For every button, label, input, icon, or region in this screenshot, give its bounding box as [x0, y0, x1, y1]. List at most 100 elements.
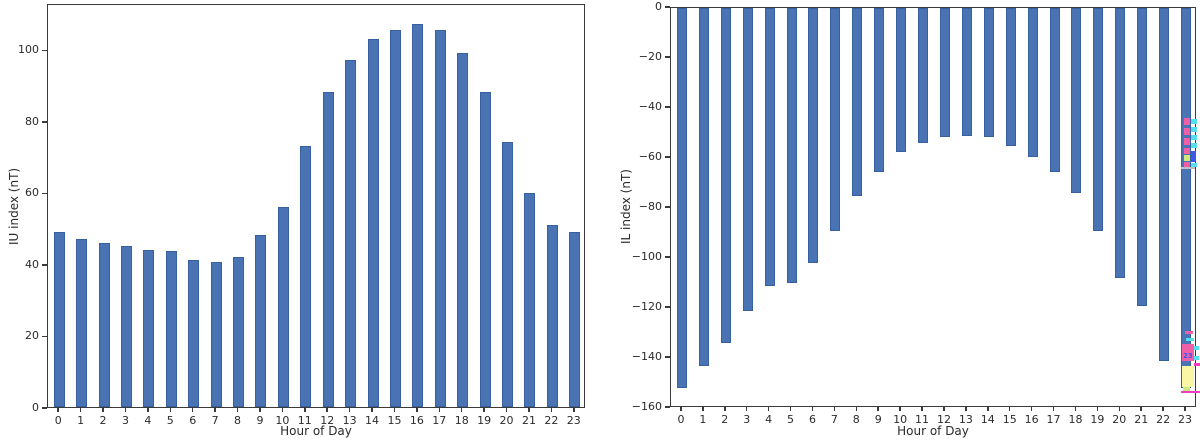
- y-tick-mark: [42, 407, 47, 409]
- bar-hour-6: [808, 8, 819, 263]
- render-artifact: [1184, 148, 1190, 154]
- x-tick-mark: [102, 408, 104, 412]
- bar-hour-7: [210, 262, 222, 407]
- y-tick-mark: [665, 406, 670, 408]
- render-artifact: [1184, 118, 1190, 125]
- bar-hour-12: [322, 92, 334, 407]
- y-tick-mark: [42, 192, 47, 195]
- y-tick-label: 0: [655, 0, 662, 13]
- y-tick-label: 100: [18, 43, 39, 57]
- y-tick-mark: [42, 49, 47, 52]
- bar-hour-19: [1093, 8, 1104, 231]
- bar-hour-12: [939, 8, 950, 137]
- x-tick-label: 8: [852, 413, 860, 426]
- bar-hour-19: [479, 92, 491, 407]
- bar-hour-20: [1115, 8, 1126, 278]
- bar-hour-0: [53, 231, 65, 407]
- x-tick-label: 21: [521, 414, 536, 427]
- x-tick-mark: [965, 407, 967, 411]
- bar-hour-5: [165, 251, 177, 407]
- x-tick-mark: [214, 408, 216, 412]
- render-artifact: [1183, 387, 1190, 391]
- x-tick-mark: [1118, 407, 1121, 411]
- bar-hour-10: [896, 8, 907, 152]
- bar-hour-17: [434, 29, 446, 407]
- bar-hour-17: [1049, 8, 1060, 172]
- x-tick-mark: [371, 408, 373, 412]
- render-artifact: [1182, 344, 1194, 361]
- x-tick-label: 10: [275, 414, 290, 427]
- bar-hour-9: [874, 8, 885, 172]
- x-tick-mark: [789, 407, 792, 411]
- render-artifact: [1194, 363, 1200, 366]
- y-tick-label: 60: [25, 186, 39, 200]
- x-tick-label: 14: [365, 414, 380, 427]
- bar-hour-1: [698, 8, 709, 366]
- bar-hour-13: [345, 60, 357, 407]
- x-tick-mark: [680, 407, 682, 411]
- render-artifact: [1181, 167, 1195, 169]
- y-tick-mark: [665, 306, 670, 308]
- bar-hour-16: [1027, 8, 1038, 157]
- y-tick-label: 0: [32, 401, 39, 414]
- render-artifact: [1182, 366, 1194, 387]
- iu-plot-area: [47, 4, 585, 408]
- x-tick-label: 11: [297, 414, 312, 427]
- bar-hour-23: [569, 231, 581, 407]
- render-artifact: [1194, 356, 1199, 360]
- bar-hour-3: [120, 246, 132, 407]
- render-artifact-text: 23: [1183, 352, 1193, 360]
- x-tick-mark: [438, 408, 441, 412]
- x-tick-mark: [877, 407, 879, 411]
- x-tick-label: 22: [1156, 413, 1171, 426]
- x-tick-label: 19: [477, 414, 492, 427]
- bar-hour-2: [98, 242, 110, 407]
- x-tick-mark: [1140, 407, 1142, 411]
- bar-hour-18: [1071, 8, 1082, 193]
- x-tick-label: 19: [1090, 413, 1105, 426]
- bar-hour-4: [143, 249, 155, 407]
- render-artifact: [1194, 346, 1199, 350]
- x-tick-mark: [348, 408, 351, 412]
- x-tick-mark: [483, 408, 485, 412]
- bar-hour-9: [255, 235, 267, 407]
- y-tick-label: −100: [631, 250, 662, 263]
- x-tick-mark: [550, 408, 553, 412]
- x-tick-label: 16: [409, 414, 424, 427]
- y-tick-label: −160: [631, 400, 662, 413]
- x-tick-label: 22: [544, 414, 559, 427]
- x-tick-mark: [855, 407, 858, 411]
- x-tick-mark: [281, 408, 284, 412]
- render-artifact: [1184, 155, 1190, 161]
- x-tick-label: 2: [99, 414, 107, 427]
- x-tick-label: 3: [743, 413, 751, 426]
- x-tick-label: 14: [980, 413, 995, 426]
- y-tick-label: −80: [638, 200, 662, 213]
- x-tick-label: 13: [342, 414, 357, 427]
- y-tick-label: −20: [638, 50, 662, 63]
- render-artifact: [1191, 163, 1197, 167]
- bar-hour-3: [742, 8, 753, 311]
- bar-hour-18: [457, 53, 469, 407]
- iu-chart-panel: IU index (nT) Hour of Day 0 20 40 60 80 100 0 1…: [7, 4, 585, 438]
- y-tick-label: −140: [631, 350, 662, 363]
- render-artifact: [1184, 138, 1190, 145]
- x-tick-mark: [147, 408, 149, 412]
- bar-hour-15: [1005, 8, 1016, 146]
- x-tick-label: 0: [54, 414, 62, 427]
- render-artifact: [1191, 143, 1197, 148]
- x-tick-label: 16: [1024, 413, 1039, 426]
- x-tick-label: 20: [1112, 413, 1127, 426]
- x-tick-mark: [259, 408, 261, 412]
- x-tick-mark: [702, 407, 704, 411]
- x-tick-label: 10: [893, 413, 908, 426]
- x-tick-label: 4: [765, 413, 773, 426]
- x-tick-label: 23: [1178, 413, 1193, 426]
- il-x-axis-label: Hour of Day: [897, 424, 969, 438]
- x-tick-mark: [1074, 407, 1077, 411]
- x-tick-label: 5: [787, 413, 795, 426]
- x-tick-label: 17: [432, 414, 447, 427]
- bar-hour-11: [300, 146, 312, 407]
- x-tick-mark: [1008, 407, 1011, 411]
- y-tick-mark: [665, 56, 670, 58]
